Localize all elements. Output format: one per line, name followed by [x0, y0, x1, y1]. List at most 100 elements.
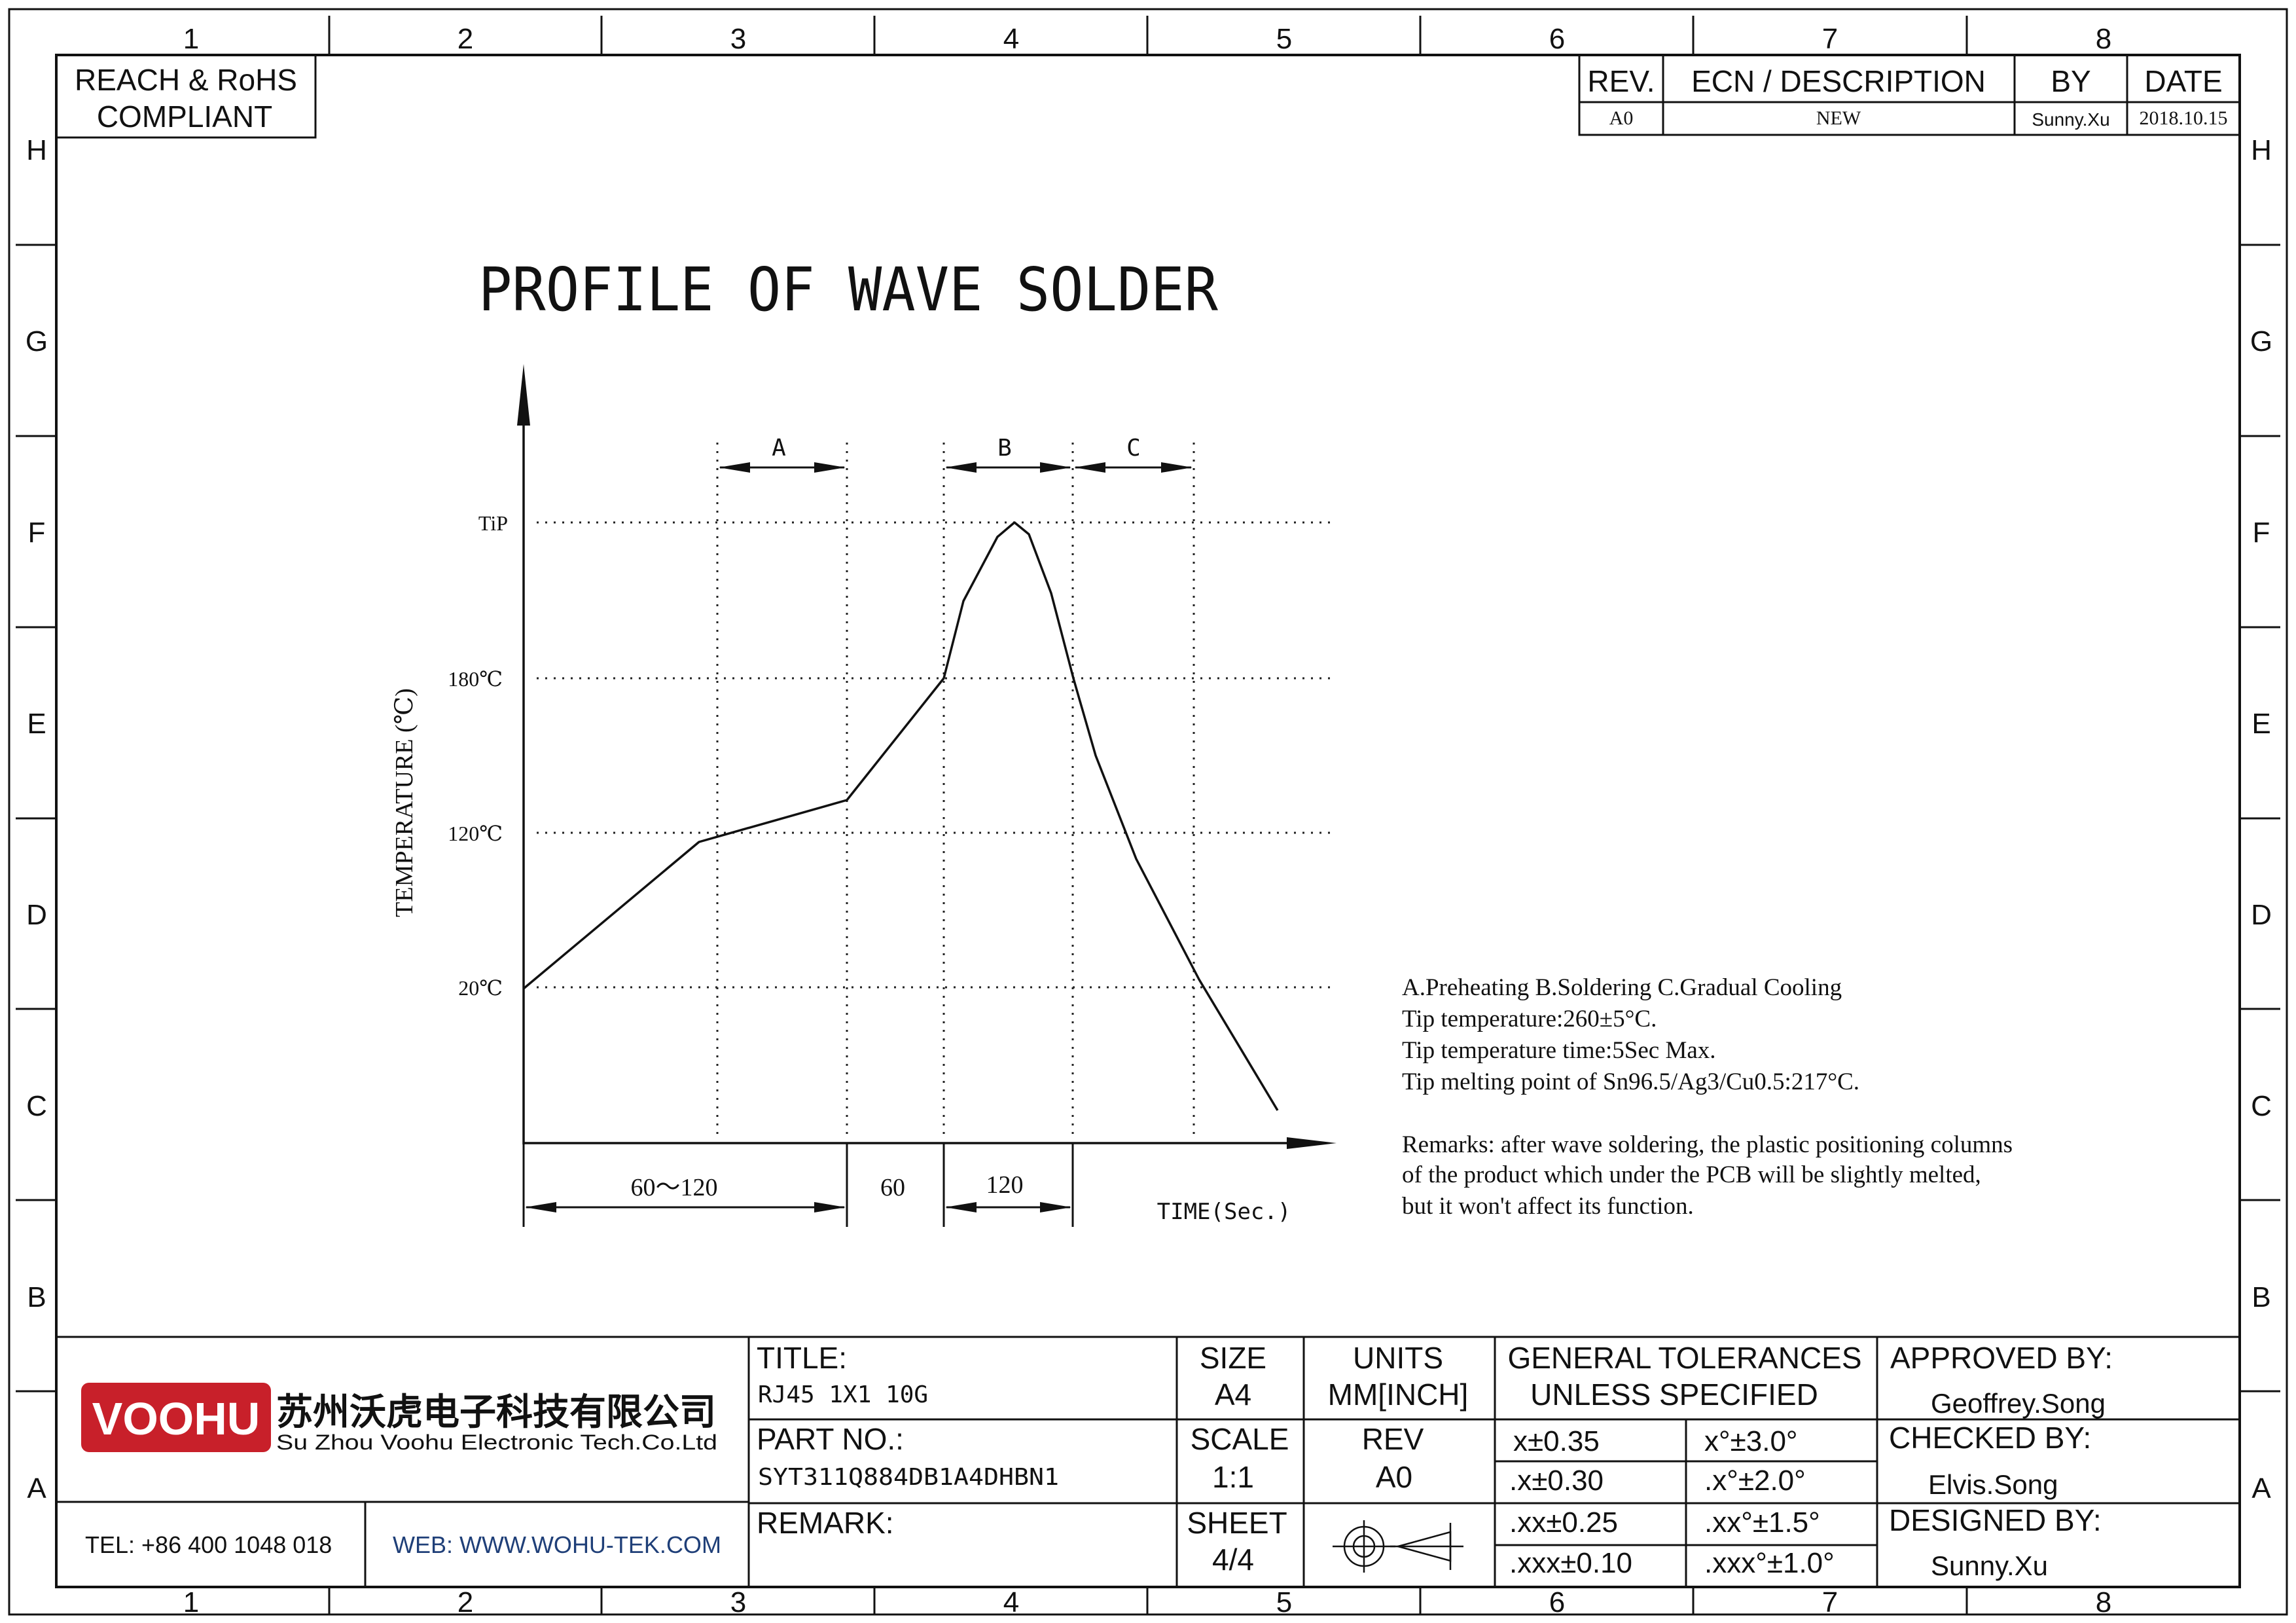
size-label: SIZE [1200, 1341, 1266, 1375]
approved-by-label: APPROVED BY: [1890, 1341, 2113, 1375]
remark-line-1: Remarks: after wave soldering, the plast… [1402, 1131, 2013, 1158]
remark-line-3: but it won't affect its function. [1402, 1193, 1694, 1220]
designed-by-label: DESIGNED BY: [1889, 1503, 2102, 1537]
zone-col-top-4: 4 [1003, 23, 1019, 55]
temperature-profile-line [522, 521, 1279, 1111]
by-value: Sunny.Xu [2032, 109, 2109, 130]
part-no-value: SYT311Q884DB1A4DHBN1 [758, 1464, 1059, 1491]
logo-badge [81, 1383, 271, 1452]
ecn-header: ECN / DESCRIPTION [1691, 64, 1986, 98]
phase-label-b: B [997, 435, 1012, 462]
x-axis-label: TIME(Sec.) [1157, 1199, 1291, 1225]
compliance-box: REACH & RoHS COMPLIANT [55, 54, 317, 139]
zone-col-bottom-5: 5 [1276, 1586, 1292, 1618]
process-notes: A.Preheating B.Soldering C.Gradual Cooli… [1402, 974, 2013, 1220]
tolerance-angular-0: x°±3.0° [1704, 1425, 1798, 1457]
phase-label-a: A [772, 435, 786, 462]
y-tick-label-tip: TiP [478, 511, 508, 535]
zone-labels: 1 2 3 4 5 6 7 8 1 2 3 4 5 6 7 8 H G F E … [26, 23, 2272, 1618]
rev-label: REV [1362, 1422, 1424, 1456]
title-block: VOOHU 苏州沃虎电子科技有限公司 Su Zhou Voohu Electro… [56, 1336, 2240, 1587]
logo-text: VOOHU [92, 1393, 260, 1444]
tolerance-linear-1: .x±0.30 [1509, 1465, 1604, 1497]
zone-col-bottom-7: 7 [1822, 1586, 1838, 1618]
duration-label-transfer: 60 [880, 1174, 905, 1201]
company-name-cn: 苏州沃虎电子科技有限公司 [276, 1391, 716, 1432]
website-link[interactable]: WEB: WWW.WOHU-TEK.COM [393, 1531, 721, 1558]
compliance-line-2: COMPLIANT [97, 100, 272, 134]
by-header: BY [2051, 64, 2090, 98]
revision-table: REV. ECN / DESCRIPTION BY DATE A0 NEW Su… [1578, 54, 2241, 136]
projection-symbol-icon [1333, 1520, 1463, 1573]
duration-label-soldering: 120 [986, 1171, 1024, 1199]
tolerance-angular-2: .xx°±1.5° [1704, 1506, 1820, 1539]
note-melting-point: Tip melting point of Sn96.5/Ag3/Cu0.5:21… [1402, 1068, 1859, 1095]
date-value: 2018.10.15 [2140, 107, 2228, 129]
zone-row-left-a: A [27, 1472, 46, 1504]
chart-title: PROFILE OF WAVE SOLDER [478, 255, 1219, 325]
note-tip-temperature: Tip temperature:260±5°C. [1402, 1006, 1657, 1032]
zone-row-right-d: D [2251, 899, 2272, 931]
tolerance-angular-3: .xxx°±1.0° [1704, 1547, 1835, 1579]
company-name-en: Su Zhou Voohu Electronic Tech.Co.Ltd [276, 1431, 717, 1454]
checked-by-label: CHECKED BY: [1889, 1421, 2091, 1455]
zone-row-left-d: D [26, 899, 47, 931]
approved-by-value: Geoffrey.Song [1931, 1388, 2106, 1419]
tolerance-linear-0: x±0.35 [1513, 1425, 1600, 1457]
zone-col-top-7: 7 [1822, 23, 1838, 55]
x-axis-arrowhead [1287, 1137, 1336, 1149]
remark-label: REMARK: [757, 1506, 894, 1540]
zone-col-top-6: 6 [1549, 23, 1565, 55]
size-value: A4 [1215, 1377, 1251, 1412]
phase-label-c: C [1126, 435, 1141, 462]
zone-col-bottom-2: 2 [457, 1586, 473, 1618]
zone-row-right-g: G [2250, 325, 2272, 357]
zone-col-bottom-6: 6 [1549, 1586, 1565, 1618]
scale-value: 1:1 [1212, 1460, 1254, 1494]
note-phases: A.Preheating B.Soldering C.Gradual Cooli… [1402, 974, 1842, 1001]
zone-col-bottom-8: 8 [2096, 1586, 2111, 1618]
zone-row-left-b: B [27, 1281, 46, 1313]
zone-col-top-3: 3 [730, 23, 746, 55]
chart-grid [537, 443, 1336, 1134]
zone-col-top-2: 2 [457, 23, 473, 55]
zone-row-left-g: G [26, 325, 48, 357]
ecn-value: NEW [1816, 107, 1861, 129]
zone-col-bottom-3: 3 [730, 1586, 746, 1618]
zone-col-top-1: 1 [183, 23, 199, 55]
checked-by-value: Elvis.Song [1928, 1469, 2058, 1500]
rev-value: A0 [1609, 107, 1634, 129]
part-no-label: PART NO.: [757, 1422, 904, 1456]
voohu-logo: VOOHU 苏州沃虎电子科技有限公司 Su Zhou Voohu Electro… [81, 1383, 717, 1454]
compliance-line-1: REACH & RoHS [75, 63, 297, 97]
title-label: TITLE: [757, 1341, 847, 1375]
units-value: MM[INCH] [1328, 1377, 1469, 1412]
zone-row-right-h: H [2251, 134, 2272, 166]
scale-label: SCALE [1191, 1422, 1289, 1456]
y-tick-label-120: 120℃ [448, 822, 503, 845]
tolerance-heading-2: UNLESS SPECIFIED [1530, 1377, 1818, 1412]
sheet-label: SHEET [1187, 1506, 1287, 1540]
y-axis-arrowhead [517, 364, 530, 426]
phase-arrowheads [719, 462, 1193, 473]
zone-row-right-b: B [2251, 1281, 2270, 1313]
title-value: RJ45 1X1 10G [758, 1381, 928, 1408]
note-tip-time: Tip temperature time:5Sec Max. [1402, 1037, 1716, 1064]
zone-dividers [16, 16, 2280, 1614]
rev-header: REV. [1587, 64, 1655, 98]
zone-col-bottom-1: 1 [183, 1586, 199, 1618]
date-header: DATE [2144, 64, 2222, 98]
dim-arrowheads [525, 1202, 1071, 1213]
y-tick-label-20: 20℃ [458, 976, 503, 1000]
units-label: UNITS [1353, 1341, 1443, 1375]
chart-axes [522, 380, 1322, 1144]
duration-label-preheat: 60～120 [630, 1174, 717, 1201]
zone-row-right-a: A [2251, 1472, 2271, 1504]
tolerance-linear-3: .xxx±0.10 [1509, 1547, 1632, 1579]
designed-by-value: Sunny.Xu [1931, 1550, 2048, 1581]
zone-row-right-f: F [2253, 517, 2270, 549]
zone-row-left-h: H [26, 134, 47, 166]
zone-row-right-c: C [2251, 1090, 2272, 1122]
zone-col-top-5: 5 [1276, 23, 1292, 55]
